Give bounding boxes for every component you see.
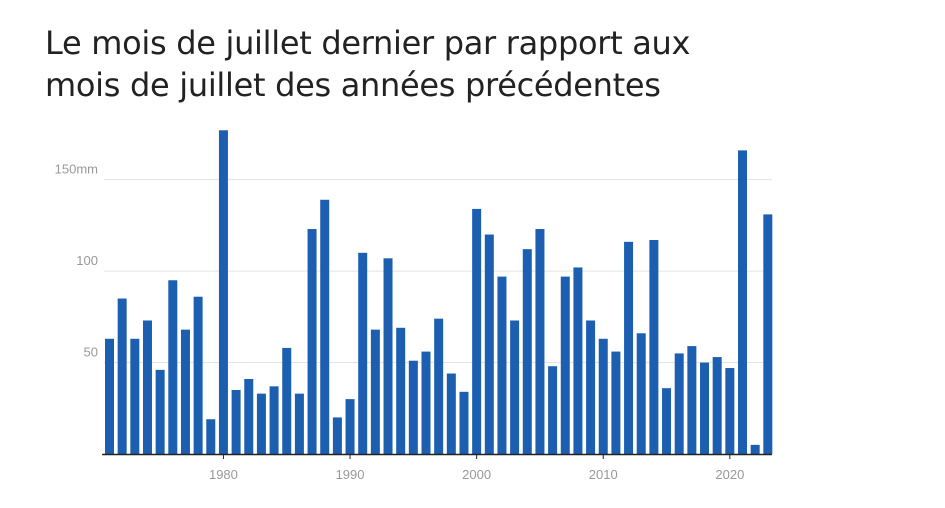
bar [624, 241, 634, 454]
bar [573, 267, 583, 454]
title-line-2: mois de juillet des années précédentes [45, 66, 661, 104]
bar [560, 276, 570, 454]
x-tick-label: 2010 [589, 467, 618, 482]
x-tick-label: 1980 [209, 467, 238, 482]
bar [307, 229, 317, 454]
bar [193, 296, 203, 454]
bar [155, 369, 165, 454]
bar [244, 379, 254, 454]
bar [738, 150, 747, 455]
bar [168, 280, 178, 454]
chart-title: Le mois de juillet dernier par rapport a… [45, 22, 905, 106]
bar [408, 360, 418, 454]
y-tick-label: 50 [84, 345, 98, 360]
bar [472, 208, 482, 454]
bar [497, 276, 507, 454]
bar [294, 393, 304, 454]
bar [332, 417, 342, 454]
bar [370, 329, 380, 454]
bar [459, 391, 469, 454]
y-tick-label: 150mm [55, 162, 98, 177]
bar [269, 386, 279, 454]
bar [142, 320, 152, 454]
bar [231, 389, 241, 454]
bar [421, 351, 431, 454]
bar [105, 338, 114, 454]
bar [396, 327, 406, 454]
bar [434, 318, 444, 454]
bar [598, 338, 608, 454]
bar [750, 444, 760, 454]
bar [700, 362, 710, 454]
x-tick-label: 2000 [462, 467, 491, 482]
bar [282, 347, 292, 454]
bar [383, 258, 393, 454]
bar [662, 388, 672, 454]
bar [535, 229, 545, 454]
bar [586, 320, 596, 454]
bar [117, 298, 127, 454]
bar [548, 366, 558, 454]
bar [725, 368, 735, 454]
bar [674, 353, 684, 454]
bar [611, 351, 621, 454]
bar [649, 240, 659, 454]
y-tick-label: 100 [76, 253, 98, 268]
bar [180, 329, 190, 454]
bar [763, 214, 773, 454]
x-tick-label: 2020 [715, 467, 744, 482]
x-tick-label: 1990 [336, 467, 365, 482]
bar [522, 249, 532, 454]
bar [636, 333, 646, 454]
bar [446, 373, 456, 454]
bar [130, 338, 140, 454]
title-line-1: Le mois de juillet dernier par rapport a… [45, 24, 691, 62]
bar [712, 357, 722, 454]
bar [510, 320, 520, 454]
bar [256, 393, 266, 454]
bar [345, 399, 355, 454]
bar [358, 252, 368, 454]
bar [687, 346, 697, 454]
bar [320, 199, 330, 454]
bar [218, 130, 228, 454]
bar [206, 419, 216, 454]
bar [484, 234, 494, 454]
